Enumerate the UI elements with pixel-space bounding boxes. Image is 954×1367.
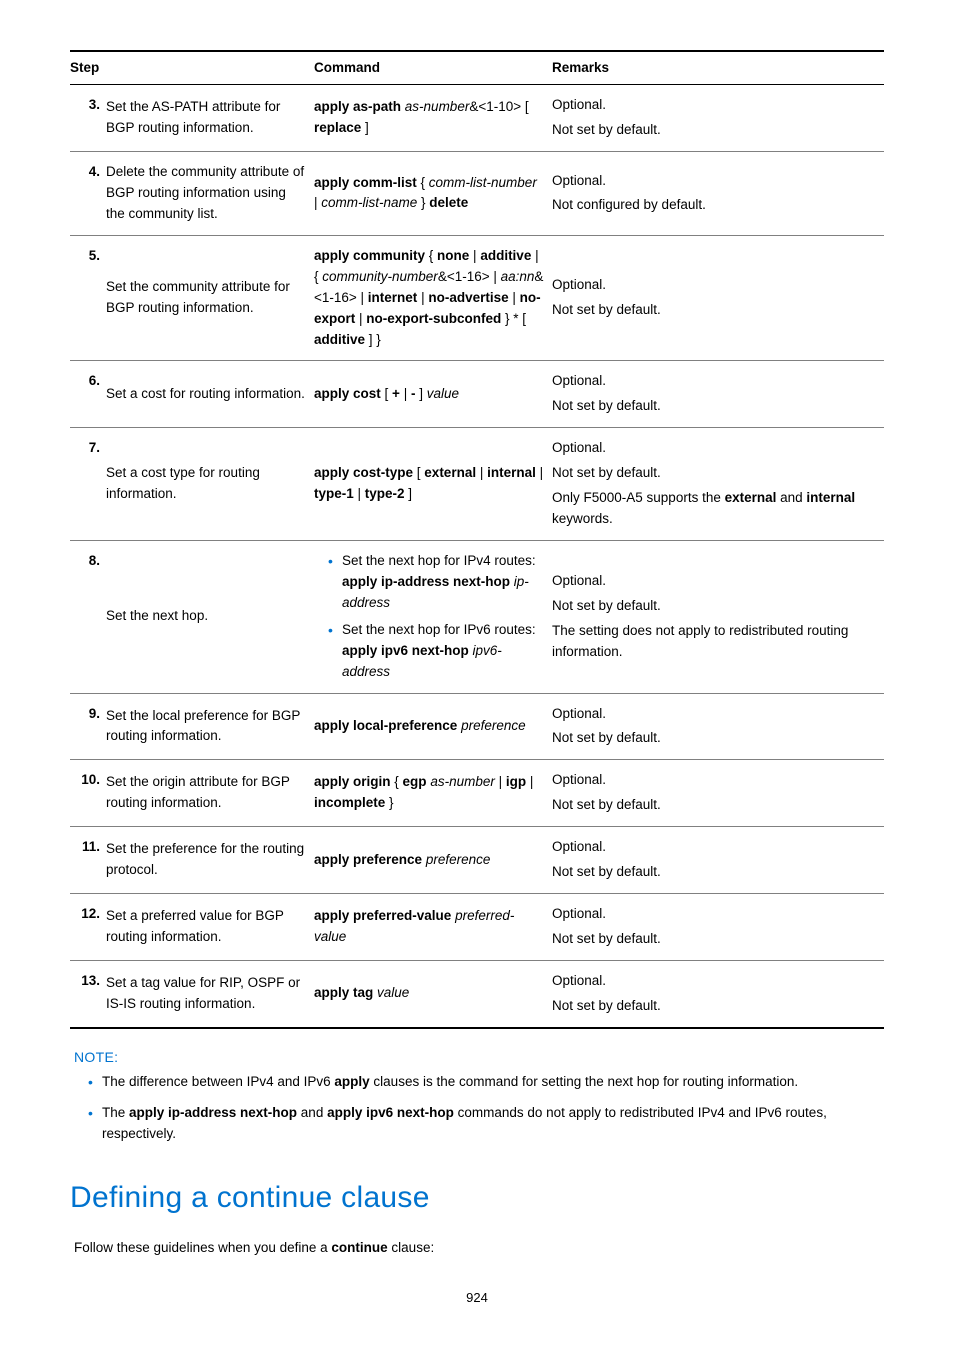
step-description: Set a preferred value for BGP routing in…: [106, 894, 314, 961]
table-row: 13.Set a tag value for RIP, OSPF or IS-I…: [70, 960, 884, 1027]
table-row: 6.Set a cost for routing information.app…: [70, 361, 884, 428]
note-list: The difference between IPv4 and IPv6 app…: [74, 1072, 884, 1145]
remark-line: Not configured by default.: [552, 195, 876, 216]
remark-line: Not set by default.: [552, 300, 876, 321]
step-number: 12.: [70, 894, 106, 961]
step-description: Set the local preference for BGP routing…: [106, 693, 314, 760]
remark-line: Optional.: [552, 971, 876, 992]
step-number: 7.: [70, 428, 106, 541]
step-description: Set a tag value for RIP, OSPF or IS-IS r…: [106, 960, 314, 1027]
step-number: 13.: [70, 960, 106, 1027]
step-description: Set a cost type for routing information.: [106, 428, 314, 541]
remark-line: Not set by default.: [552, 996, 876, 1017]
step-number: 11.: [70, 827, 106, 894]
step-command: apply cost-type [ external | internal | …: [314, 428, 552, 541]
step-description: Set the next hop.: [106, 541, 314, 694]
body-text: Follow these guidelines when you define …: [70, 1238, 884, 1258]
remark-line: Optional.: [552, 371, 876, 392]
step-remarks: Optional. Not set by default.: [552, 827, 884, 894]
remark-line: Optional.: [552, 571, 876, 592]
step-description: Set the community attribute for BGP rout…: [106, 235, 314, 361]
note-item: The apply ip-address next-hop and apply …: [88, 1103, 884, 1145]
col-step: Step: [70, 51, 314, 85]
step-description: Set the origin attribute for BGP routing…: [106, 760, 314, 827]
remark-line: Optional.: [552, 171, 876, 192]
remark-line: Not set by default.: [552, 396, 876, 417]
remark-line: The setting does not apply to redistribu…: [552, 621, 876, 663]
step-command: Set the next hop for IPv4 routes:apply i…: [314, 541, 552, 694]
step-command: apply cost [ + | - ] value: [314, 361, 552, 428]
table-header-row: Step Command Remarks: [70, 51, 884, 85]
step-remarks: Optional. Not set by default. Only F5000-A…: [552, 428, 884, 541]
step-command: apply as-path as-number&<1-10> [ replace…: [314, 85, 552, 152]
step-remarks: Optional. Not set by default.: [552, 235, 884, 361]
remark-line: Optional.: [552, 275, 876, 296]
remark-line: Optional.: [552, 438, 876, 459]
note-item: The difference between IPv4 and IPv6 app…: [88, 1072, 884, 1093]
table-row: 11.Set the preference for the routing pr…: [70, 827, 884, 894]
note-block: NOTE: The difference between IPv4 and IP…: [70, 1047, 884, 1145]
remark-line: Not set by default.: [552, 862, 876, 883]
step-command: apply comm-list { comm-list-number | com…: [314, 152, 552, 236]
step-remarks: Optional. Not configured by default.: [552, 152, 884, 236]
apply-clauses-table: Step Command Remarks 3.Set the AS-PATH a…: [70, 50, 884, 1029]
step-number: 4.: [70, 152, 106, 236]
remark-line: Not set by default.: [552, 120, 876, 141]
step-command: apply local-preference preference: [314, 693, 552, 760]
table-row: 5.Set the community attribute for BGP ro…: [70, 235, 884, 361]
col-remarks: Remarks: [552, 51, 884, 85]
remark-line: Optional.: [552, 904, 876, 925]
remark-line: Optional.: [552, 95, 876, 116]
table-row: 7.Set a cost type for routing informatio…: [70, 428, 884, 541]
step-number: 10.: [70, 760, 106, 827]
step-remarks: Optional. Not set by default.: [552, 960, 884, 1027]
remark-line: Optional.: [552, 837, 876, 858]
table-row: 3.Set the AS-PATH attribute for BGP rout…: [70, 85, 884, 152]
step-number: 8.: [70, 541, 106, 694]
step-number: 9.: [70, 693, 106, 760]
step-command: apply preference preference: [314, 827, 552, 894]
step-remarks: Optional. Not set by default.: [552, 85, 884, 152]
remark-line: Optional.: [552, 704, 876, 725]
command-bullet: Set the next hop for IPv4 routes:apply i…: [328, 551, 544, 614]
step-command: apply origin { egp as-number | igp | inc…: [314, 760, 552, 827]
step-remarks: Optional. Not set by default.: [552, 693, 884, 760]
step-description: Set a cost for routing information.: [106, 361, 314, 428]
remark-line: Optional.: [552, 770, 876, 791]
step-remarks: Optional. Not set by default. The setting …: [552, 541, 884, 694]
step-number: 5.: [70, 235, 106, 361]
table-row: 8.Set the next hop.Set the next hop for …: [70, 541, 884, 694]
remark-line: Not set by default.: [552, 929, 876, 950]
remark-line: Not set by default.: [552, 596, 876, 617]
col-command: Command: [314, 51, 552, 85]
table-row: 10.Set the origin attribute for BGP rout…: [70, 760, 884, 827]
step-description: Delete the community attribute of BGP ro…: [106, 152, 314, 236]
table-row: 9.Set the local preference for BGP routi…: [70, 693, 884, 760]
step-description: Set the AS-PATH attribute for BGP routin…: [106, 85, 314, 152]
step-remarks: Optional. Not set by default.: [552, 894, 884, 961]
step-command: apply tag value: [314, 960, 552, 1027]
remark-line: Not set by default.: [552, 795, 876, 816]
section-heading: Defining a continue clause: [70, 1175, 884, 1220]
remark-line: Not set by default.: [552, 728, 876, 749]
remark-line: Only F5000-A5 supports the external and …: [552, 488, 876, 530]
step-number: 3.: [70, 85, 106, 152]
step-command: apply preferred-value preferred-value: [314, 894, 552, 961]
step-number: 6.: [70, 361, 106, 428]
step-remarks: Optional. Not set by default.: [552, 361, 884, 428]
remark-line: Not set by default.: [552, 463, 876, 484]
note-label: NOTE:: [74, 1047, 884, 1068]
table-row: 4.Delete the community attribute of BGP …: [70, 152, 884, 236]
page-number: 924: [70, 1288, 884, 1308]
step-remarks: Optional. Not set by default.: [552, 760, 884, 827]
table-row: 12.Set a preferred value for BGP routing…: [70, 894, 884, 961]
step-command: apply community { none | additive | { co…: [314, 235, 552, 361]
command-bullet: Set the next hop for IPv6 routes:apply i…: [328, 620, 544, 683]
step-description: Set the preference for the routing proto…: [106, 827, 314, 894]
